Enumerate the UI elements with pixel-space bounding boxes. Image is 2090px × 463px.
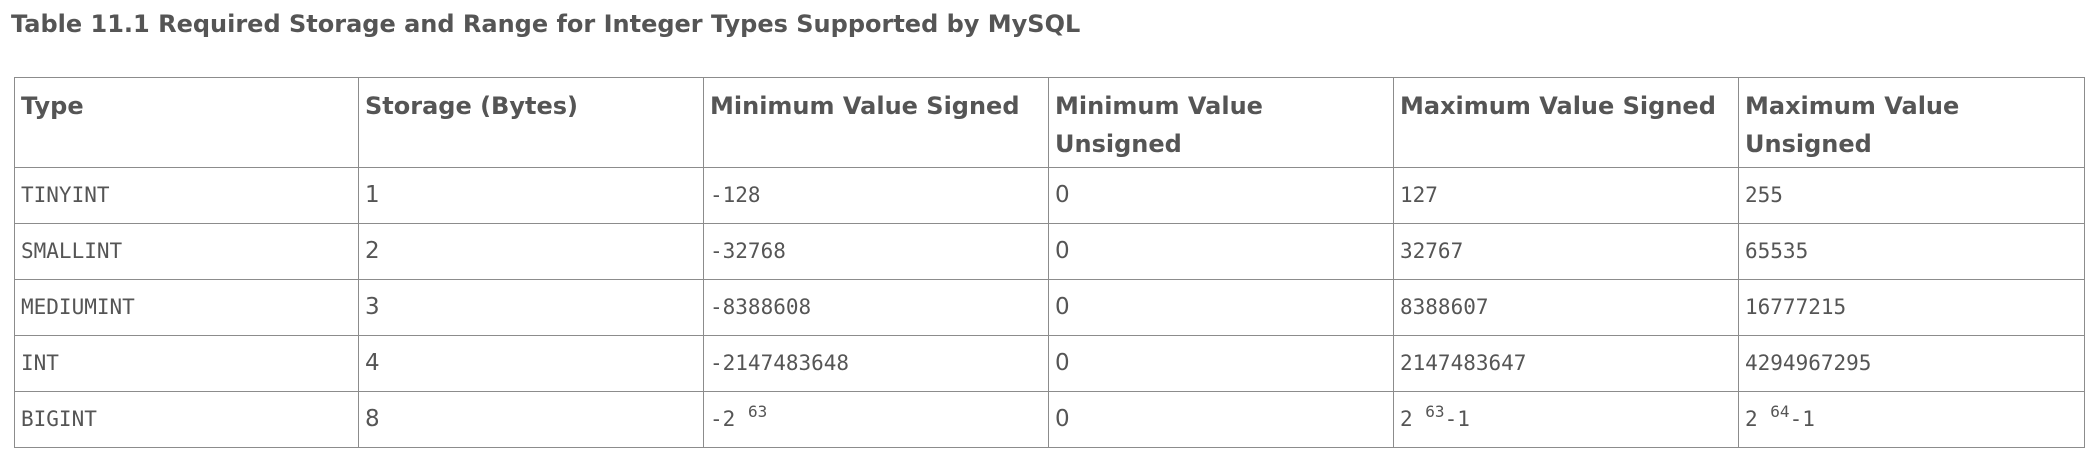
cell-max-signed: 2147483647 <box>1393 335 1739 392</box>
power-exponent: 63 <box>1425 402 1445 421</box>
table-row: TINYINT 1 -128 0 127 255 <box>14 167 2085 224</box>
cell-type: BIGINT <box>14 391 359 448</box>
cell-storage: 2 <box>358 223 704 280</box>
table-row: SMALLINT 2 -32768 0 32767 65535 <box>14 223 2085 280</box>
cell-type: SMALLINT <box>14 223 359 280</box>
table-caption: Table 11.1 Required Storage and Range fo… <box>11 10 1081 38</box>
cell-max-unsigned: 65535 <box>1738 223 2085 280</box>
cell-min-signed: -8388608 <box>703 279 1049 336</box>
cell-min-signed: -2147483648 <box>703 335 1049 392</box>
cell-storage: 4 <box>358 335 704 392</box>
cell-min-unsigned: 0 <box>1048 335 1394 392</box>
cell-min-signed: -32768 <box>703 223 1049 280</box>
table-row: BIGINT 8 -2 63 0 2 63-1 2 64-1 <box>14 391 2085 448</box>
table-header-row: Type Storage (Bytes) Minimum Value Signe… <box>14 77 2085 168</box>
integer-types-table: Type Storage (Bytes) Minimum Value Signe… <box>14 77 2085 448</box>
header-min-signed: Minimum Value Signed <box>703 77 1049 168</box>
cell-type: TINYINT <box>14 167 359 224</box>
cell-min-signed: -2 63 <box>703 391 1049 448</box>
header-type: Type <box>14 77 359 168</box>
table-row: MEDIUMINT 3 -8388608 0 8388607 16777215 <box>14 279 2085 336</box>
table-row: INT 4 -2147483648 0 2147483647 429496729… <box>14 335 2085 392</box>
cell-storage: 1 <box>358 167 704 224</box>
cell-max-signed: 32767 <box>1393 223 1739 280</box>
cell-min-signed: -128 <box>703 167 1049 224</box>
cell-min-unsigned: 0 <box>1048 223 1394 280</box>
power-exponent: 64 <box>1770 402 1790 421</box>
cell-max-unsigned: 16777215 <box>1738 279 2085 336</box>
header-storage: Storage (Bytes) <box>358 77 704 168</box>
cell-storage: 3 <box>358 279 704 336</box>
cell-min-unsigned: 0 <box>1048 167 1394 224</box>
power-base: 2 <box>1400 407 1426 431</box>
cell-max-unsigned: 255 <box>1738 167 2085 224</box>
power-suffix: -1 <box>1444 407 1470 431</box>
cell-max-unsigned: 4294967295 <box>1738 335 2085 392</box>
power-base: -2 <box>710 407 748 431</box>
cell-max-unsigned: 2 64-1 <box>1738 391 2085 448</box>
header-max-signed: Maximum Value Signed <box>1393 77 1739 168</box>
cell-min-unsigned: 0 <box>1048 391 1394 448</box>
power-suffix: -1 <box>1789 407 1815 431</box>
cell-min-unsigned: 0 <box>1048 279 1394 336</box>
cell-max-signed: 127 <box>1393 167 1739 224</box>
power-base: 2 <box>1745 407 1771 431</box>
cell-max-signed: 2 63-1 <box>1393 391 1739 448</box>
cell-type: MEDIUMINT <box>14 279 359 336</box>
cell-max-signed: 8388607 <box>1393 279 1739 336</box>
power-exponent: 63 <box>747 402 768 421</box>
header-min-unsigned: Minimum Value Unsigned <box>1048 77 1394 168</box>
cell-storage: 8 <box>358 391 704 448</box>
header-max-unsigned: Maximum Value Unsigned <box>1738 77 2085 168</box>
cell-type: INT <box>14 335 359 392</box>
